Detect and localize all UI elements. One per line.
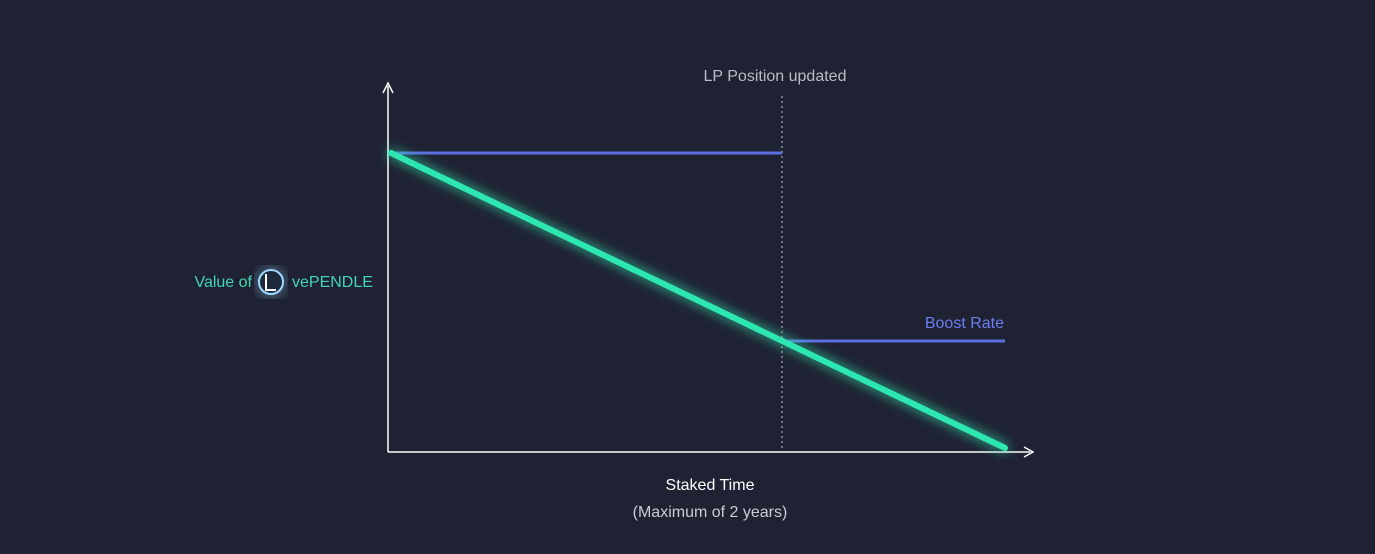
value-line (388, 150, 1008, 451)
token-icon (258, 269, 284, 295)
marker-label: LP Position updated (704, 68, 847, 85)
y-axis-label: Value of (194, 274, 252, 291)
boost-label: Boost Rate (925, 315, 1004, 332)
x-axis-note: (Maximum of 2 years) (633, 504, 788, 521)
y-axis-token: vePENDLE (292, 274, 373, 291)
y-axis-arrow (382, 81, 394, 94)
x-axis-label: Staked Time (666, 477, 755, 494)
x-axis-arrow (1023, 446, 1035, 458)
